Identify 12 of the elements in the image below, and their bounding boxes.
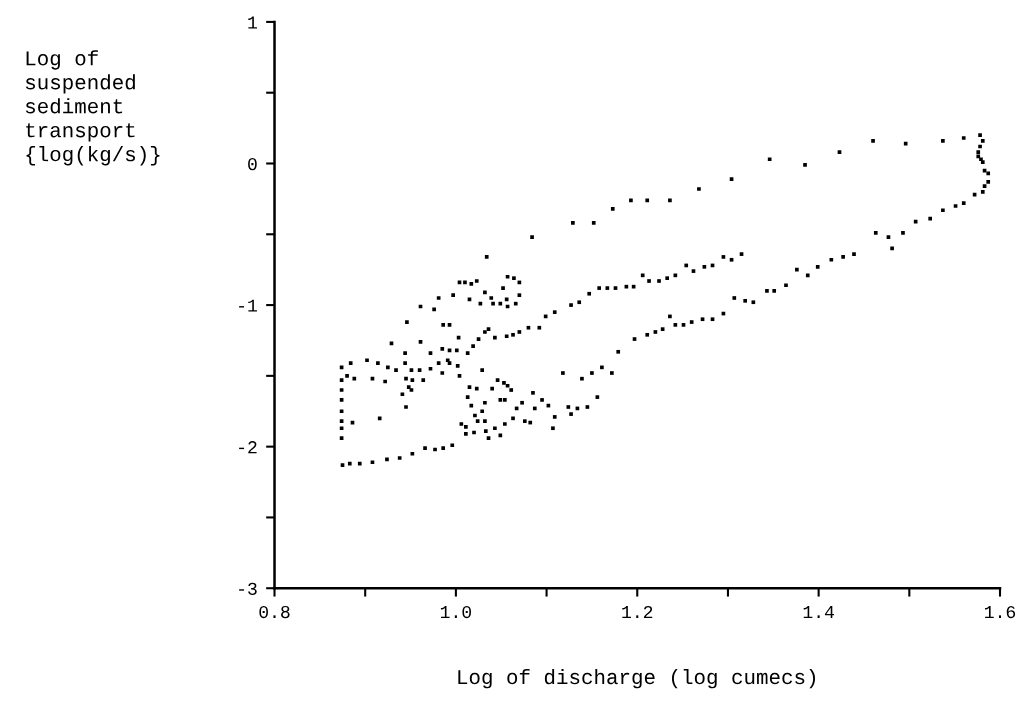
x-axis-title: Log of discharge (log cumecs) [458,668,816,689]
x-tick-label: 1.6 [985,605,1016,619]
y-tick-label: -2 [239,441,257,454]
x-tick-label: 1.2 [622,605,653,618]
y-tick-label: -1 [239,299,257,312]
x-tick-label: 1.0 [440,605,472,619]
x-tick-label: 1.4 [803,606,834,618]
y-tick-label: -3 [239,582,257,595]
y-axis-title: Log of suspended sediment transport {log(kg/s)} [25,50,160,166]
y-tick-label: 0 [248,157,257,171]
y-tick-label: 1 [248,16,257,29]
x-tick-label: 0.8 [259,605,290,619]
